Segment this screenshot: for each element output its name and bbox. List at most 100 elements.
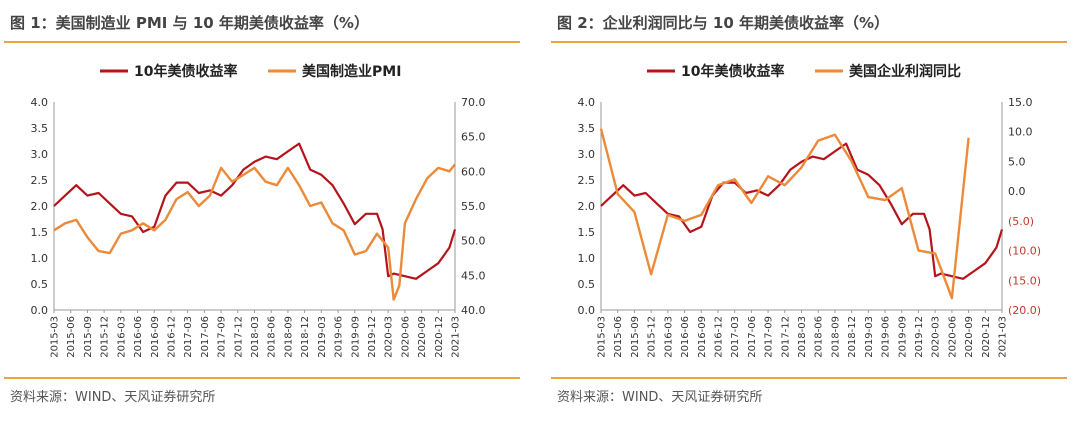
- y-right-tick-label: 5.0: [1008, 155, 1026, 168]
- x-tick-label: 2018-03: [797, 316, 808, 358]
- x-tick-label: 2017-12: [780, 316, 791, 358]
- x-tick-label: 2020-12: [434, 316, 445, 358]
- x-tick-label: 2016-09: [697, 316, 708, 358]
- x-tick-label: 2017-12: [233, 316, 244, 358]
- y-left-tick-label: 3.0: [578, 148, 596, 161]
- y-left-tick-label: 1.5: [578, 226, 596, 239]
- x-tick-label: 2018-06: [814, 316, 825, 358]
- x-tick-label: 2017-03: [730, 316, 741, 358]
- x-tick-label: 2019-06: [334, 316, 345, 358]
- legend-label: 美国企业利润同比: [849, 63, 961, 80]
- y-left-tick-label: 1.0: [31, 252, 49, 265]
- figure-2-source: 资料来源：WIND、天风证券研究所: [557, 390, 763, 405]
- y-right-tick-label: 55.0: [461, 200, 486, 213]
- y-right-tick-label: 40.0: [461, 304, 486, 317]
- x-tick-label: 2015-12: [100, 316, 111, 358]
- y-right-tick-label: 15.0: [1008, 96, 1033, 109]
- title-divider: [4, 41, 520, 43]
- source-divider: [4, 377, 520, 379]
- x-tick-label: 2015-12: [647, 316, 658, 358]
- series-line-other: [599, 128, 970, 300]
- x-tick-label: 2017-06: [747, 316, 758, 358]
- series-line-other: [53, 163, 456, 301]
- x-tick-label: 2015-09: [83, 316, 94, 358]
- y-left-tick-label: 0.5: [31, 278, 49, 291]
- x-tick-label: 2017-03: [183, 316, 194, 358]
- y-left-tick-label: 3.5: [578, 122, 596, 135]
- y-left-tick-label: 4.0: [31, 96, 49, 109]
- x-tick-label: 2016-03: [116, 316, 127, 358]
- series-line-yield: [600, 142, 1004, 280]
- figure-2-title: 图 2：企业利润同比与 10 年期美债收益率（%）: [557, 14, 890, 32]
- x-tick-label: 2015-03: [50, 316, 61, 358]
- y-left-tick-label: 2.0: [578, 200, 596, 213]
- x-tick-label: 2019-12: [367, 316, 378, 358]
- x-tick-label: 2018-09: [830, 316, 841, 358]
- x-tick-label: 2015-03: [597, 316, 608, 358]
- x-tick-label: 2018-12: [847, 316, 858, 358]
- x-tick-label: 2020-09: [964, 316, 975, 358]
- x-tick-label: 2017-06: [200, 316, 211, 358]
- x-tick-label: 2016-12: [166, 316, 177, 358]
- y-right-tick-label: 10.0: [1008, 126, 1033, 139]
- x-tick-label: 2016-12: [713, 316, 724, 358]
- y-left-tick-label: 0.0: [578, 304, 596, 317]
- x-tick-label: 2019-03: [864, 316, 875, 358]
- x-tick-label: 2018-06: [267, 316, 278, 358]
- x-tick-label: 2018-12: [300, 316, 311, 358]
- series-line-yield: [53, 142, 457, 280]
- y-right-tick-label: (5.0): [1008, 215, 1034, 228]
- y-right-tick-label: 70.0: [461, 96, 486, 109]
- x-tick-label: 2019-12: [914, 316, 925, 358]
- y-left-tick-label: 3.5: [31, 122, 49, 135]
- title-divider: [551, 41, 1067, 43]
- x-tick-label: 2016-06: [680, 316, 691, 358]
- legend-label: 美国制造业PMI: [302, 63, 401, 80]
- x-tick-label: 2020-06: [400, 316, 411, 358]
- x-tick-label: 2019-09: [350, 316, 361, 358]
- y-left-tick-label: 0.5: [578, 278, 596, 291]
- x-tick-label: 2020-12: [981, 316, 992, 358]
- y-left-tick-label: 3.0: [31, 148, 49, 161]
- x-tick-label: 2017-09: [764, 316, 775, 358]
- x-tick-label: 2020-09: [417, 316, 428, 358]
- figure-2-panel: 图 2：企业利润同比与 10 年期美债收益率（%） 0.0 0.5 1.0 1.5 2.…: [547, 0, 1067, 421]
- y-left-tick-label: 1.5: [31, 226, 49, 239]
- x-tick-label: 2017-09: [217, 316, 228, 358]
- y-right-tick-label: (15.0): [1008, 274, 1041, 287]
- x-tick-label: 2015-06: [613, 316, 624, 358]
- x-tick-label: 2019-09: [897, 316, 908, 358]
- x-tick-label: 2020-03: [931, 316, 942, 358]
- y-left-tick-label: 2.5: [31, 174, 49, 187]
- y-right-tick-label: 50.0: [461, 235, 486, 248]
- figure-1-panel: 图 1：美国制造业 PMI 与 10 年期美债收益率（%） 0.0 0.5 1.0 1…: [0, 0, 520, 421]
- y-left-tick-label: 0.0: [31, 304, 49, 317]
- figure-2-chart: 0.0 0.5 1.0 1.5 2.0 2.5 3.0 3.5 4.0 (20.0) (15.0) (…: [578, 63, 1042, 358]
- x-tick-label: 2016-06: [133, 316, 144, 358]
- x-tick-label: 2021-03: [998, 316, 1009, 358]
- y-left-tick-label: 1.0: [578, 252, 596, 265]
- y-right-tick-label: 65.0: [461, 131, 486, 144]
- x-tick-label: 2019-06: [881, 316, 892, 358]
- x-tick-label: 2016-03: [663, 316, 674, 358]
- y-right-tick-label: (20.0): [1008, 304, 1041, 317]
- y-right-tick-label: (10.0): [1008, 245, 1041, 258]
- x-tick-label: 2018-03: [250, 316, 261, 358]
- y-left-tick-label: 4.0: [578, 96, 596, 109]
- x-tick-label: 2020-03: [384, 316, 395, 358]
- source-divider: [551, 377, 1067, 379]
- figure-1-source: 资料来源：WIND、天风证券研究所: [10, 390, 216, 405]
- legend-label: 10年美债收益率: [134, 63, 237, 80]
- x-tick-label: 2015-09: [630, 316, 641, 358]
- x-tick-label: 2020-06: [947, 316, 958, 358]
- y-right-tick-label: 60.0: [461, 165, 486, 178]
- x-tick-label: 2019-03: [317, 316, 328, 358]
- figure-1-chart: 0.0 0.5 1.0 1.5 2.0 2.5 3.0 3.5 4.0 40.0 45.0 50.0 5…: [31, 63, 486, 358]
- y-left-tick-label: 2.5: [578, 174, 596, 187]
- x-tick-label: 2021-03: [451, 316, 462, 358]
- x-tick-label: 2016-09: [150, 316, 161, 358]
- figure-1-title: 图 1：美国制造业 PMI 与 10 年期美债收益率（%）: [10, 14, 369, 32]
- x-tick-label: 2018-09: [283, 316, 294, 358]
- x-tick-label: 2015-06: [66, 316, 77, 358]
- y-right-tick-label: 45.0: [461, 269, 486, 282]
